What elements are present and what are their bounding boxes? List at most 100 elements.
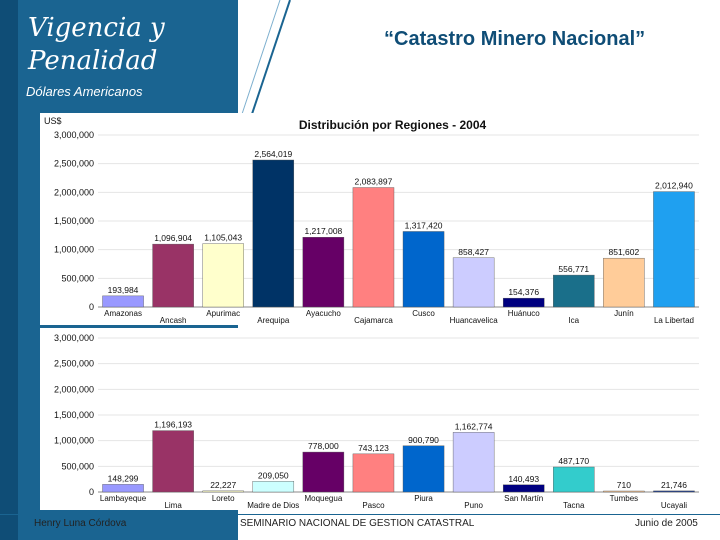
x-category-label: Cusco: [412, 309, 435, 318]
x-category-label: Junín: [614, 309, 634, 318]
bar: [152, 243, 194, 308]
y-tick-label: 1,500,000: [54, 216, 94, 226]
slide-subtitle: “Catastro Minero Nacional”: [384, 28, 646, 50]
bar: [502, 297, 545, 308]
bar: [352, 453, 395, 493]
bar: [502, 484, 545, 493]
x-category-label: Puno: [464, 501, 483, 510]
chart-top-svg: Distribución por Regiones - 2004 US$ 0 500,…: [44, 116, 699, 325]
bar-value-label: 140,493: [508, 474, 539, 484]
x-category-label: Ancash: [160, 316, 187, 325]
footer-author: Henry Luna Córdova: [34, 518, 127, 529]
bar: [402, 231, 445, 308]
y-tick-label: 3,000,000: [54, 333, 94, 343]
x-category-label: Arequipa: [257, 316, 290, 325]
x-category-label: Loreto: [212, 494, 235, 503]
footer-event: SEMINARIO NACIONAL DE GESTION CATASTRAL: [240, 518, 475, 529]
footer-date: Junio de 2005: [635, 518, 698, 529]
bar-value-label: 556,771: [558, 264, 589, 274]
x-category-label: Lima: [164, 501, 182, 510]
x-category-label: Ucayali: [661, 501, 687, 510]
bar: [152, 430, 194, 493]
bar: [202, 243, 244, 308]
y-tick-label: 500,000: [61, 461, 94, 471]
y-tick-label: 500,000: [61, 273, 94, 283]
bar: [352, 187, 395, 308]
bar-value-label: 22,227: [210, 480, 236, 490]
bar: [603, 257, 645, 308]
bar: [402, 445, 445, 493]
y-tick-label: 1,500,000: [54, 410, 94, 420]
x-category-label: Huánuco: [508, 309, 541, 318]
bar-value-label: 148,299: [108, 473, 139, 483]
x-category-label: Piura: [414, 494, 433, 503]
slide-title: Vigencia y Penalidad: [28, 13, 165, 76]
y-axis-label: US$: [44, 116, 62, 126]
footer-divider: [0, 514, 720, 515]
x-category-label: Lambayeque: [100, 494, 147, 503]
bar-value-label: 1,162,774: [455, 421, 493, 431]
bar: [202, 490, 244, 493]
bar: [302, 451, 345, 493]
y-tick-label: 1,000,000: [54, 436, 94, 446]
bar: [553, 466, 595, 493]
bar-value-label: 1,196,193: [154, 420, 192, 430]
bar-value-label: 1,217,008: [304, 226, 342, 236]
bar-value-label: 1,317,420: [405, 220, 443, 230]
x-category-label: San Martín: [504, 494, 543, 503]
bar-value-label: 2,012,940: [655, 181, 693, 191]
y-tick-label: 2,000,000: [54, 384, 94, 394]
bar: [252, 159, 295, 308]
y-tick-label: 0: [89, 302, 94, 312]
x-category-label: La Libertad: [654, 316, 694, 325]
bar-value-label: 2,564,019: [254, 149, 292, 159]
bar: [653, 191, 695, 308]
bar-value-label: 743,123: [358, 443, 389, 453]
bar-value-label: 2,083,897: [355, 177, 393, 187]
chart-bottom: 0 500,000 1,000,000 1,500,000 2,000,000 2,500…: [40, 328, 705, 510]
chart-bottom-svg: 0 500,000 1,000,000 1,500,000 2,000,000 2,500…: [54, 333, 699, 510]
bar: [452, 432, 495, 493]
bar-value-label: 487,170: [558, 456, 589, 466]
bar-value-label: 21,746: [661, 480, 687, 490]
bar-value-label: 1,096,904: [154, 233, 192, 243]
x-category-label: Amazonas: [104, 309, 142, 318]
x-category-label: Pasco: [362, 501, 385, 510]
x-category-label: Ica: [568, 316, 579, 325]
x-category-label: Moquegua: [304, 494, 342, 503]
y-tick-label: 3,000,000: [54, 130, 94, 140]
bar-value-label: 193,984: [108, 285, 139, 295]
bar-value-label: 858,427: [458, 247, 489, 257]
y-tick-label: 1,000,000: [54, 245, 94, 255]
bar-value-label: 209,050: [258, 470, 289, 480]
bar: [302, 237, 345, 308]
bar: [603, 490, 645, 493]
x-category-label: Huancavelica: [450, 316, 499, 325]
bar-value-label: 1,105,043: [204, 233, 242, 243]
decorative-diagonal: [239, 0, 291, 120]
bar-value-label: 851,602: [609, 247, 640, 257]
left-stripe: [0, 0, 18, 540]
bar: [553, 274, 595, 308]
chart-top: Distribución por Regiones - 2004 US$ 0 500,…: [40, 113, 705, 325]
bar: [653, 490, 695, 493]
x-category-label: Tumbes: [610, 494, 639, 503]
x-category-label: Cajamarca: [354, 316, 393, 325]
x-category-label: Ayacucho: [306, 309, 342, 318]
bar-value-label: 778,000: [308, 441, 339, 451]
bar: [252, 481, 295, 493]
y-tick-label: 2,500,000: [54, 159, 94, 169]
bar: [102, 295, 144, 308]
y-tick-label: 2,500,000: [54, 359, 94, 369]
x-category-label: Apurimac: [206, 309, 240, 318]
chart-title: Distribución por Regiones - 2004: [299, 118, 487, 132]
bar-value-label: 900,790: [408, 435, 439, 445]
bar: [102, 484, 144, 493]
currency-note: Dólares Americanos: [26, 84, 143, 99]
bar: [452, 257, 495, 308]
y-tick-label: 2,000,000: [54, 187, 94, 197]
bar-value-label: 154,376: [508, 287, 539, 297]
y-tick-label: 0: [89, 487, 94, 497]
bar-value-label: 710: [617, 480, 631, 490]
x-category-label: Madre de Dios: [247, 501, 299, 510]
